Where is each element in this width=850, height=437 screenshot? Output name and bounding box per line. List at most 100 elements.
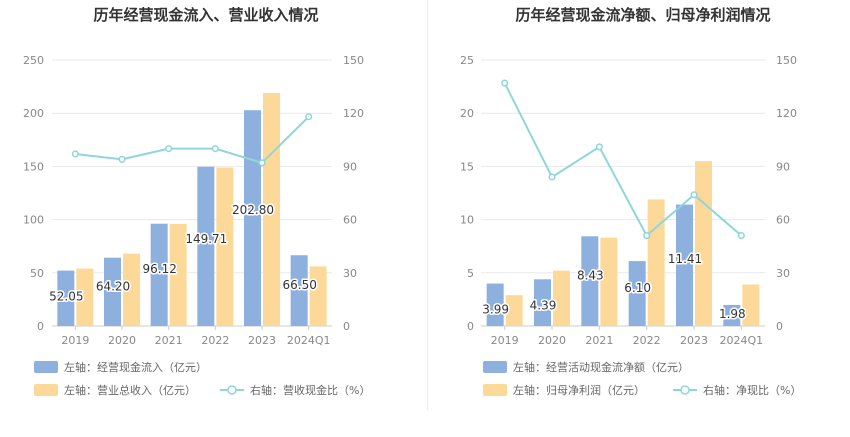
data-label-halo: 52.05 (49, 290, 83, 304)
data-label: 6.10 (624, 281, 651, 295)
legend-swatch-marker (680, 385, 690, 395)
legend-label: 右轴：营收现金比（%） (250, 383, 370, 397)
line-series (75, 116, 310, 164)
left-axis-tick-label: 10 (460, 214, 474, 227)
right-axis-tick-label: 0 (776, 320, 783, 333)
bar-series-2 (647, 199, 665, 326)
line-point (690, 191, 698, 199)
data-label-halo: 3.99 (482, 303, 509, 317)
right-axis-tick-label: 0 (343, 320, 350, 333)
left-axis-tick-label: 5 (467, 267, 474, 280)
line-point (548, 173, 556, 181)
left-axis-tick-label: 200 (23, 107, 44, 120)
right-axis-tick-label: 150 (343, 54, 364, 67)
bar-series-2 (505, 295, 523, 326)
legend-swatch-bar (483, 384, 507, 396)
x-axis-tick-label: 2019 (61, 334, 89, 347)
bar-series-1 (290, 255, 308, 326)
bar-series-1 (57, 270, 75, 326)
bar-series-1 (486, 283, 504, 326)
legend-swatch-marker (227, 385, 237, 395)
x-axis-tick-label: 2020 (538, 334, 566, 347)
line-point (165, 145, 173, 153)
right-axis-tick-label: 30 (343, 267, 357, 280)
bar-series-2 (123, 253, 140, 326)
data-label: 52.05 (49, 290, 83, 304)
bar-series-1 (534, 279, 551, 326)
data-label-halo: 1.98 (719, 307, 746, 321)
data-label: 202.80 (232, 203, 274, 217)
data-label-halo: 6.10 (624, 281, 651, 295)
left-axis-tick-label: 100 (23, 214, 44, 227)
line-point (258, 159, 266, 167)
right-axis-tick-label: 90 (343, 160, 357, 173)
right-axis-tick-label: 60 (776, 214, 790, 227)
legend-swatch-bar (483, 361, 507, 373)
right-axis-tick-label: 30 (776, 267, 790, 280)
bar-series-2 (742, 284, 760, 326)
legend-label: 左轴：营业总收入（亿元） (64, 383, 196, 397)
data-label-halo: 8.43 (577, 268, 604, 282)
data-label: 4.39 (530, 298, 557, 312)
line-point (71, 150, 79, 158)
chart-net-cashflow-profit: 历年经营现金流净额、归母净利润情况 0 5 10 15 20 25 0 30 60 90 120 150… (460, 6, 801, 397)
data-label-halo: 4.39 (530, 298, 557, 312)
line-point (211, 145, 219, 153)
x-axis-tick-label: 2024Q1 (720, 334, 764, 347)
line-point (118, 155, 126, 163)
bar-series-1 (150, 223, 168, 326)
right-axis-tick-label: 120 (343, 107, 364, 120)
x-axis-tick-label: 2022 (633, 334, 661, 347)
bar-series-1 (676, 204, 693, 326)
chart-title: 历年经营现金流入、营业收入情况 (93, 6, 318, 24)
data-label-halo: 149.71 (185, 232, 227, 246)
right-axis-tick-label: 150 (776, 54, 797, 67)
legend-swatch-bar (34, 361, 58, 373)
data-label: 8.43 (577, 268, 604, 282)
bar-series-1 (628, 261, 646, 326)
bar-series-2 (600, 237, 618, 326)
bar-series-2 (553, 270, 570, 326)
data-label: 11.41 (668, 252, 702, 266)
legend-label: 左轴：归母净利润（亿元） (513, 383, 645, 397)
chart-cash-inflow-revenue: 历年经营现金流入、营业收入情况 0 50 100 150 200 250 0 30 60 90 120… (23, 6, 370, 397)
legend-label: 右轴：净现比（%） (703, 383, 801, 397)
data-label-halo: 202.80 (232, 203, 274, 217)
legend-label: 左轴：经营活动现金流净额（亿元） (513, 360, 689, 374)
bar-series-2 (216, 167, 234, 326)
left-axis-tick-label: 150 (23, 160, 44, 173)
data-label: 1.98 (719, 307, 746, 321)
bar-series-1 (104, 257, 121, 326)
data-label: 64.20 (96, 279, 130, 293)
legend-swatch-bar (34, 384, 58, 396)
bar-series-2 (695, 161, 712, 326)
data-label-halo: 96.12 (142, 262, 176, 276)
bar-series-2 (263, 92, 280, 326)
data-label-halo: 66.50 (282, 278, 316, 292)
x-axis-tick-label: 2020 (108, 334, 136, 347)
left-axis-tick-label: 50 (30, 267, 44, 280)
data-label: 66.50 (282, 278, 316, 292)
legend-label: 左轴：经营现金流入（亿元） (64, 360, 207, 374)
line-point (595, 143, 603, 151)
line-point (737, 232, 745, 240)
chart-title: 历年经营现金流净额、归母净利润情况 (515, 6, 770, 24)
bar-series-2 (76, 268, 94, 326)
data-label-halo: 11.41 (668, 252, 702, 266)
x-axis-tick-label: 2022 (201, 334, 229, 347)
line-series (503, 82, 742, 238)
bar-series-2 (169, 223, 187, 326)
x-axis-tick-label: 2021 (585, 334, 613, 347)
bar-series-1 (723, 304, 741, 326)
data-label: 96.12 (142, 262, 176, 276)
line-point (305, 113, 313, 121)
bar-series-1 (244, 110, 261, 327)
bar-series-1 (197, 166, 215, 326)
x-axis-tick-label: 2021 (155, 334, 183, 347)
right-axis-tick-label: 60 (343, 214, 357, 227)
line-point (501, 79, 509, 87)
bar-series-1 (581, 236, 599, 326)
x-axis-tick-label: 2023 (248, 334, 276, 347)
chart-divider (427, 0, 428, 410)
